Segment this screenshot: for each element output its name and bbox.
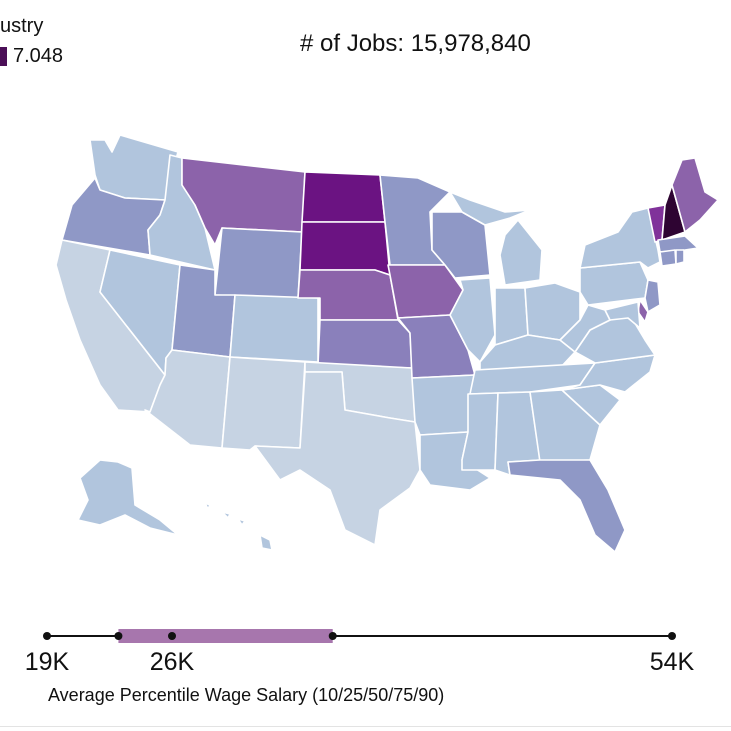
wage-percentile-dot-1: [114, 632, 123, 640]
state-north-dakota[interactable]: [301, 171, 386, 223]
state-alaska[interactable]: [77, 459, 179, 536]
state-georgia[interactable]: [529, 389, 601, 463]
wage-range-scale: [43, 629, 676, 643]
state-new-jersey[interactable]: [644, 279, 661, 313]
wage-percentile-dot-3: [328, 632, 337, 640]
state-hawaii[interactable]: [204, 502, 273, 551]
bottom-divider: [0, 726, 731, 727]
state-arkansas[interactable]: [411, 374, 476, 436]
wage-interquartile-band: [118, 629, 333, 643]
state-illinois[interactable]: [449, 277, 496, 363]
state-maine[interactable]: [671, 157, 719, 233]
state-michigan[interactable]: [449, 191, 543, 286]
state-kansas[interactable]: [317, 319, 413, 369]
state-colorado[interactable]: [229, 294, 319, 363]
state-maryland[interactable]: [604, 301, 641, 329]
state-tennessee[interactable]: [469, 362, 596, 395]
wage-percentile-dot-0: [43, 632, 51, 640]
job-count-label: # of Jobs: 15,978,840: [300, 30, 531, 57]
wage-tick-label-median: 26K: [149, 648, 195, 676]
wage-percentile-dot-4: [668, 632, 676, 640]
state-new-mexico[interactable]: [221, 356, 306, 451]
state-texas[interactable]: [254, 371, 421, 546]
legend-max-value: 7.048: [13, 45, 64, 67]
state-florida[interactable]: [507, 459, 626, 553]
state-new-york[interactable]: [579, 207, 661, 269]
state-pennsylvania[interactable]: [579, 261, 649, 306]
wage-tick-label-min: 19K: [24, 648, 70, 676]
legend-row: 7.048: [0, 44, 63, 68]
state-connecticut[interactable]: [659, 249, 677, 267]
us-choropleth-map: [55, 134, 719, 553]
wage-scale-caption: Average Percentile Wage Salary (10/25/50…: [48, 685, 445, 705]
state-rhode-island[interactable]: [675, 249, 685, 265]
state-wyoming[interactable]: [214, 227, 303, 299]
legend-title: ustry: [0, 15, 44, 37]
wage-tick-label-max: 54K: [649, 648, 695, 676]
legend-color-swatch: [0, 46, 7, 66]
state-mississippi[interactable]: [461, 392, 499, 471]
wage-percentile-dot-2: [168, 632, 176, 640]
state-massachusetts[interactable]: [657, 235, 699, 253]
state-south-dakota[interactable]: [299, 221, 391, 276]
